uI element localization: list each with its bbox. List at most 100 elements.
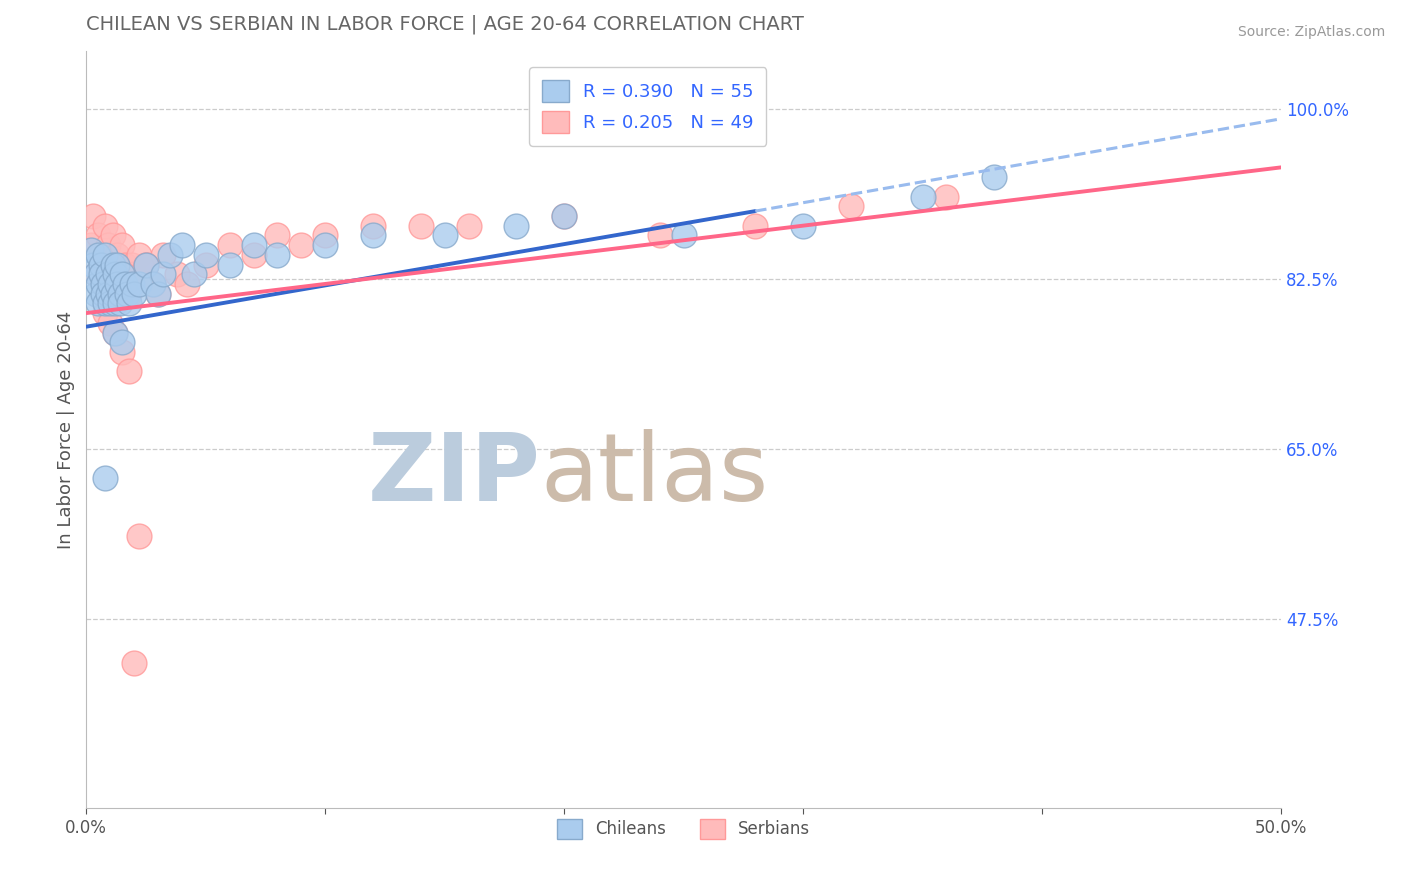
Point xyxy=(409,219,432,233)
Text: atlas: atlas xyxy=(540,429,769,521)
Point xyxy=(152,267,174,281)
Point xyxy=(135,258,157,272)
Point xyxy=(80,243,103,257)
Point xyxy=(314,238,336,252)
Point xyxy=(90,267,112,281)
Point xyxy=(314,228,336,243)
Point xyxy=(194,248,217,262)
Point xyxy=(111,335,134,350)
Point xyxy=(457,219,479,233)
Point xyxy=(111,267,134,281)
Point xyxy=(98,277,121,291)
Point xyxy=(744,219,766,233)
Point xyxy=(266,248,288,262)
Point xyxy=(87,248,110,262)
Point xyxy=(118,364,141,378)
Text: CHILEAN VS SERBIAN IN LABOR FORCE | AGE 20-64 CORRELATION CHART: CHILEAN VS SERBIAN IN LABOR FORCE | AGE … xyxy=(86,15,804,35)
Point xyxy=(91,286,114,301)
Text: ZIP: ZIP xyxy=(367,429,540,521)
Point xyxy=(218,238,240,252)
Point xyxy=(104,326,127,340)
Point xyxy=(170,238,193,252)
Point xyxy=(115,267,138,281)
Point xyxy=(142,277,165,291)
Point xyxy=(983,170,1005,185)
Point xyxy=(194,258,217,272)
Point xyxy=(839,199,862,213)
Point xyxy=(792,219,814,233)
Point xyxy=(87,296,110,310)
Point xyxy=(122,267,145,281)
Point xyxy=(648,228,671,243)
Point xyxy=(146,286,169,301)
Point xyxy=(111,345,134,359)
Point xyxy=(911,189,934,203)
Point xyxy=(91,258,114,272)
Point xyxy=(101,286,124,301)
Point xyxy=(80,238,103,252)
Point xyxy=(108,277,131,291)
Point xyxy=(142,277,165,291)
Point xyxy=(87,277,110,291)
Point xyxy=(82,258,104,272)
Point xyxy=(98,296,121,310)
Point xyxy=(935,189,957,203)
Point xyxy=(122,286,145,301)
Point xyxy=(121,258,143,272)
Point xyxy=(135,258,157,272)
Point xyxy=(84,267,107,281)
Point xyxy=(108,296,131,310)
Point xyxy=(135,258,157,272)
Point xyxy=(242,238,264,252)
Point xyxy=(121,277,143,291)
Point xyxy=(142,277,165,291)
Point xyxy=(98,316,121,330)
Point xyxy=(128,248,150,262)
Point xyxy=(97,267,120,281)
Point xyxy=(105,277,128,291)
Point xyxy=(82,209,104,223)
Point xyxy=(108,286,131,301)
Point xyxy=(183,267,205,281)
Point xyxy=(218,258,240,272)
Point xyxy=(91,277,114,291)
Point xyxy=(128,529,150,543)
Point xyxy=(105,258,128,272)
Point xyxy=(97,286,120,301)
Point xyxy=(114,258,136,272)
Point xyxy=(90,258,112,272)
Point xyxy=(152,248,174,262)
Point xyxy=(242,248,264,262)
Point xyxy=(433,228,456,243)
Point xyxy=(98,267,121,281)
Point xyxy=(111,238,134,252)
Legend: Chileans, Serbians: Chileans, Serbians xyxy=(551,812,817,846)
Point xyxy=(672,228,695,243)
Point xyxy=(94,248,117,262)
Point xyxy=(105,248,128,262)
Point xyxy=(87,228,110,243)
Point xyxy=(361,228,384,243)
Point xyxy=(101,228,124,243)
Point xyxy=(94,219,117,233)
Point xyxy=(94,306,117,320)
Point xyxy=(290,238,312,252)
Text: Source: ZipAtlas.com: Source: ZipAtlas.com xyxy=(1237,25,1385,39)
Point xyxy=(101,258,124,272)
Point xyxy=(94,471,117,485)
Point xyxy=(118,286,141,301)
Point xyxy=(97,238,120,252)
Point xyxy=(118,296,141,310)
Point xyxy=(104,267,127,281)
Point xyxy=(505,219,527,233)
Point xyxy=(115,286,138,301)
Point xyxy=(159,248,181,262)
Y-axis label: In Labor Force | Age 20-64: In Labor Force | Age 20-64 xyxy=(58,310,75,549)
Point xyxy=(361,219,384,233)
Point xyxy=(553,209,575,223)
Point xyxy=(84,267,107,281)
Point xyxy=(128,277,150,291)
Point xyxy=(146,286,169,301)
Point xyxy=(553,209,575,223)
Point xyxy=(104,258,127,272)
